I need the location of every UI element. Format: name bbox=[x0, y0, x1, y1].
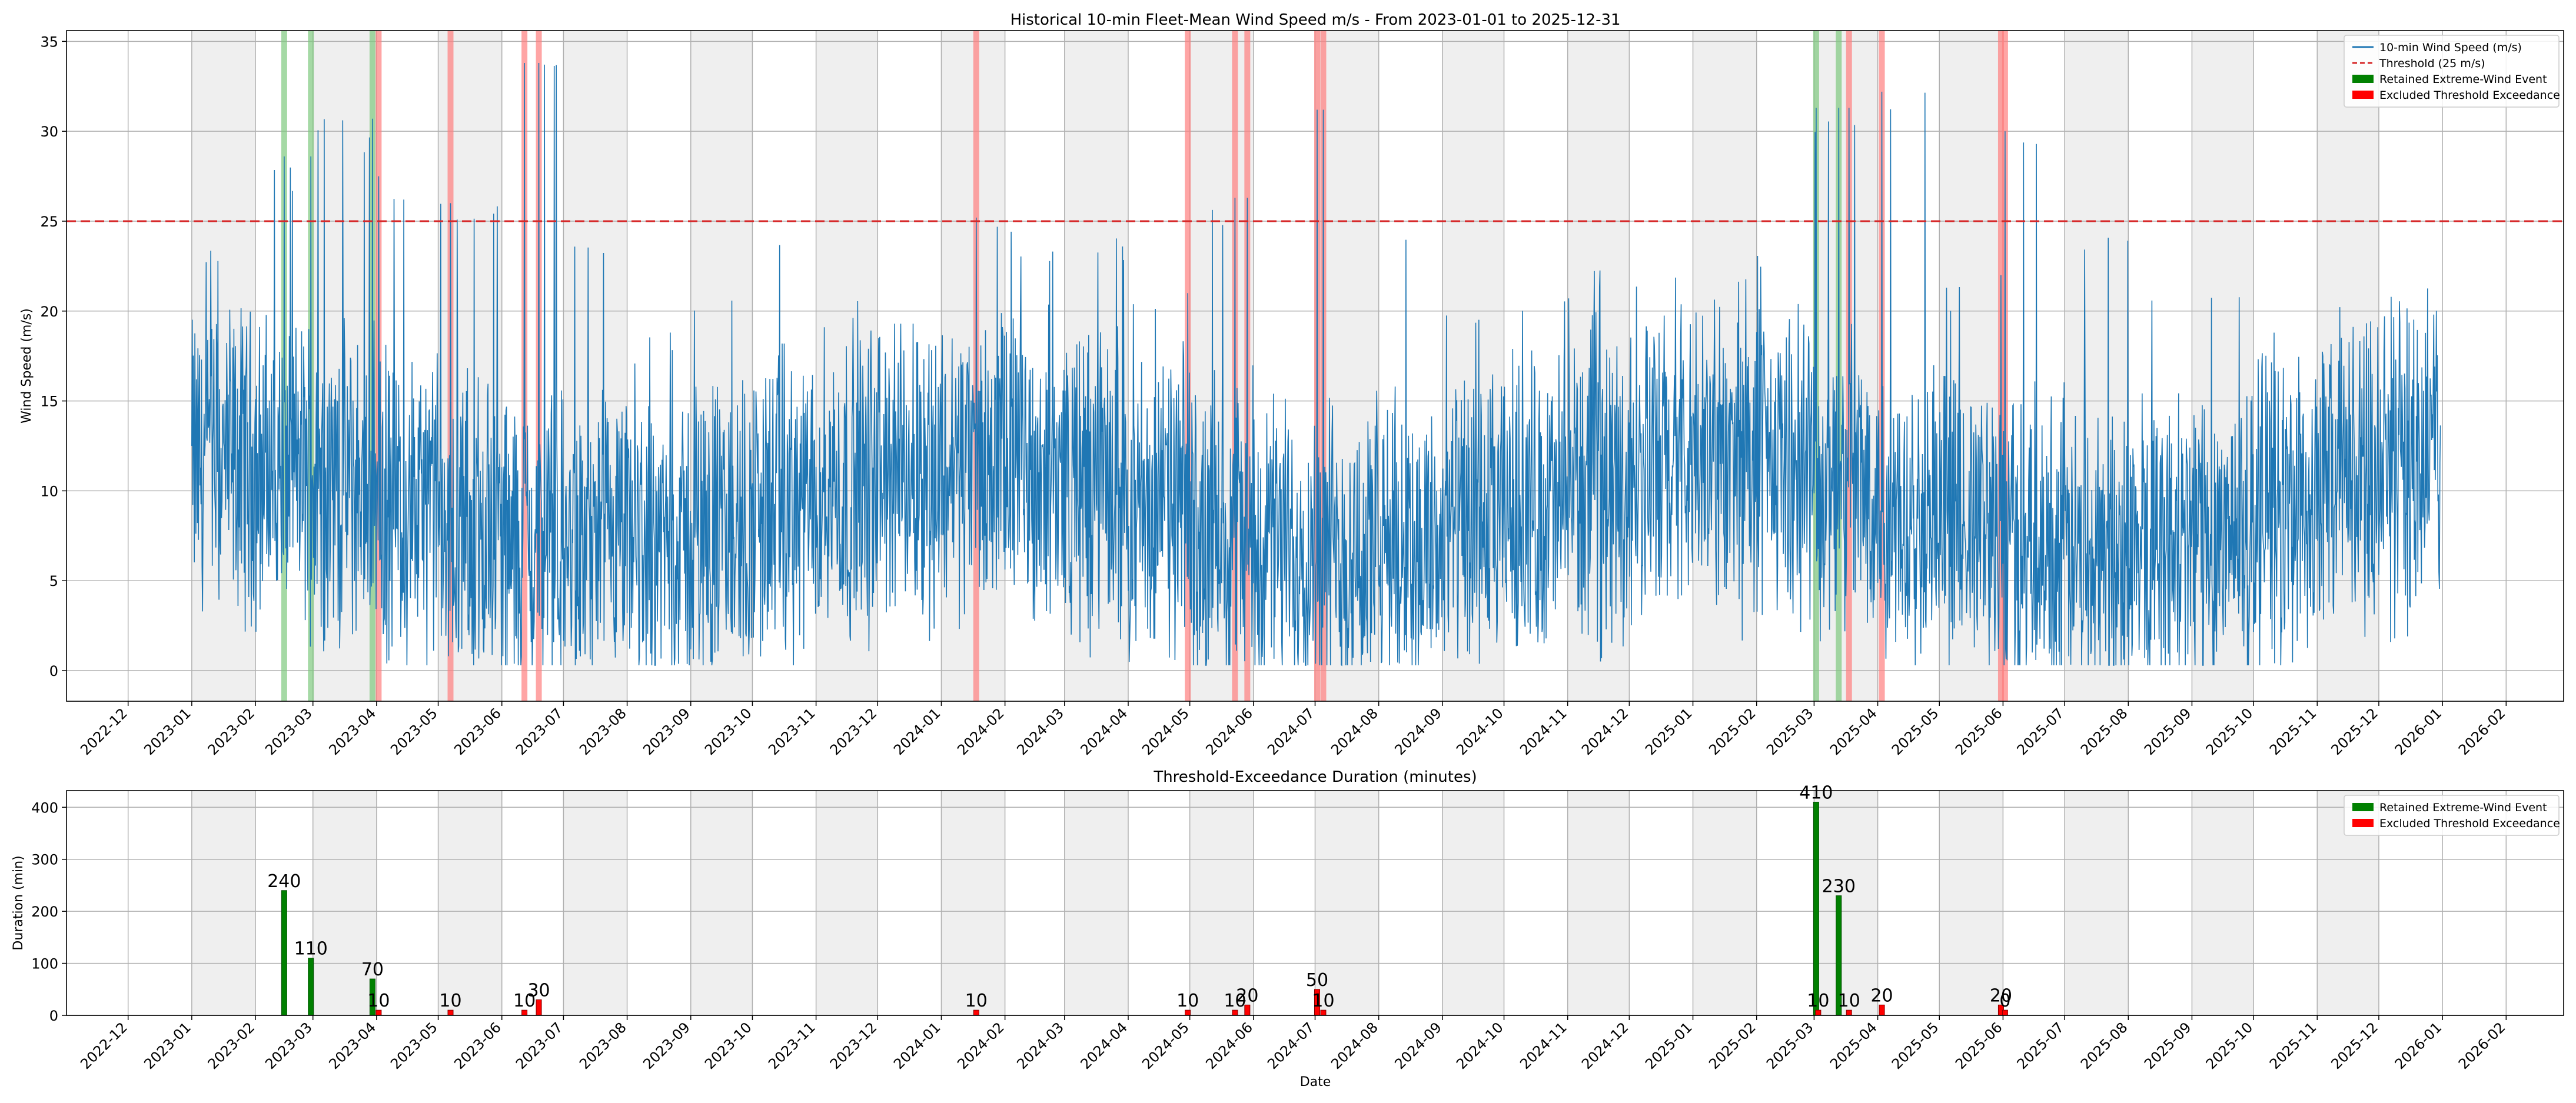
month-band bbox=[1442, 791, 1504, 1015]
retained-duration-bar bbox=[308, 958, 314, 1016]
duration-legend: Retained Extreme-Wind Event Excluded Thre… bbox=[2344, 795, 2560, 836]
bar-value-label: 0 bbox=[1999, 991, 2010, 1011]
y-tick-label: 200 bbox=[31, 904, 58, 920]
bar-value-label: 110 bbox=[294, 939, 328, 959]
month-band bbox=[816, 791, 878, 1015]
bar-value-label: 10 bbox=[439, 991, 461, 1011]
month-band bbox=[2192, 791, 2254, 1015]
legend-label: Retained Extreme-Wind Event bbox=[2379, 73, 2547, 86]
bar-value-label: 20 bbox=[1870, 985, 1893, 1006]
month-band bbox=[1693, 791, 1757, 1015]
y-tick-label: 5 bbox=[49, 573, 58, 589]
month-band bbox=[563, 791, 627, 1015]
legend-box bbox=[2344, 35, 2560, 108]
bar-value-label: 10 bbox=[1838, 991, 1860, 1011]
legend-label: Threshold (25 m/s) bbox=[2379, 57, 2485, 70]
legend-label: Excluded Threshold Exceedance bbox=[2379, 89, 2560, 102]
retained-duration-bar bbox=[1813, 801, 1819, 1016]
excluded-duration-bar bbox=[536, 999, 542, 1016]
bar-value-label: 10 bbox=[965, 991, 988, 1011]
month-band bbox=[1189, 791, 1254, 1015]
y-tick-label: 100 bbox=[31, 956, 58, 972]
bar-value-label: 240 bbox=[267, 871, 301, 892]
legend-box bbox=[2344, 795, 2560, 836]
wind-speed-y-axis-label: Wind Speed (m/s) bbox=[19, 308, 34, 424]
y-tick-label: 15 bbox=[40, 394, 58, 410]
month-band bbox=[941, 791, 1005, 1015]
y-tick-label: 35 bbox=[40, 34, 58, 50]
bar-value-label: 20 bbox=[1236, 985, 1258, 1006]
legend-patch-swatch bbox=[2352, 75, 2374, 83]
bar-value-label: 10 bbox=[1807, 991, 1829, 1011]
bar-value-label: 10 bbox=[367, 991, 390, 1011]
y-tick-label: 0 bbox=[49, 663, 58, 679]
wind-speed-line bbox=[191, 62, 2441, 667]
y-tick-label: 0 bbox=[49, 1008, 58, 1024]
y-tick-label: 25 bbox=[40, 214, 58, 230]
wind-speed-legend: 10-min Wind Speed (m/s) Threshold (25 m/s… bbox=[2344, 35, 2560, 108]
legend-patch-swatch bbox=[2352, 91, 2374, 99]
bar-value-label: 10 bbox=[1224, 991, 1246, 1011]
bar-value-label: 50 bbox=[1306, 970, 1328, 991]
y-tick-label: 30 bbox=[40, 124, 58, 140]
retained-duration-bar bbox=[281, 890, 287, 1016]
month-band bbox=[1567, 791, 1630, 1015]
month-band bbox=[1939, 31, 2003, 701]
bar-value-label: 10 bbox=[513, 991, 536, 1011]
wind-speed-series bbox=[191, 62, 2441, 667]
month-band bbox=[2065, 791, 2129, 1015]
legend-label: Retained Extreme-Wind Event bbox=[2379, 801, 2547, 814]
bar-value-label: 20 bbox=[1990, 985, 2012, 1006]
y-tick-label: 300 bbox=[31, 852, 58, 868]
month-band bbox=[690, 791, 753, 1015]
bar-value-label: 70 bbox=[361, 959, 384, 980]
y-tick-label: 400 bbox=[31, 799, 58, 816]
duration-panel: Threshold-Exceedance Duration (minutes) … bbox=[11, 768, 2564, 1089]
legend-patch-swatch bbox=[2352, 819, 2374, 827]
bar-value-label: 10 bbox=[1312, 991, 1334, 1011]
month-band bbox=[1939, 791, 2003, 1015]
month-band bbox=[1064, 791, 1128, 1015]
duration-chart-title: Threshold-Exceedance Duration (minutes) bbox=[1153, 768, 1477, 786]
legend-label: Excluded Threshold Exceedance bbox=[2379, 817, 2560, 830]
bar-value-label: 30 bbox=[527, 980, 550, 1001]
legend-patch-swatch bbox=[2352, 803, 2374, 811]
bar-value-label: 410 bbox=[1799, 782, 1833, 803]
month-band bbox=[1814, 791, 1878, 1015]
bottom-y-axis: 0 100 200 300 400 bbox=[31, 799, 67, 1024]
bar-value-label: 10 bbox=[1176, 991, 1199, 1011]
duration-y-axis-label: Duration (min) bbox=[11, 855, 26, 950]
excluded-duration-bar bbox=[1879, 1004, 1885, 1016]
y-tick-label: 20 bbox=[40, 304, 58, 320]
y-tick-label: 10 bbox=[40, 483, 58, 499]
month-band bbox=[438, 791, 502, 1015]
month-band bbox=[1315, 791, 1379, 1015]
duration-x-axis-label: Date bbox=[1300, 1075, 1331, 1089]
wind-speed-chart-title: Historical 10-min Fleet-Mean Wind Speed … bbox=[1010, 11, 1620, 29]
bar-value-label: 230 bbox=[1822, 877, 1856, 897]
month-band bbox=[191, 791, 256, 1015]
month-band bbox=[313, 791, 377, 1015]
month-shading-bands bbox=[191, 791, 2379, 1015]
month-band bbox=[690, 31, 753, 701]
top-y-axis: 0 5 10 15 20 25 30 35 bbox=[40, 34, 67, 679]
legend-label: 10-min Wind Speed (m/s) bbox=[2379, 41, 2522, 54]
